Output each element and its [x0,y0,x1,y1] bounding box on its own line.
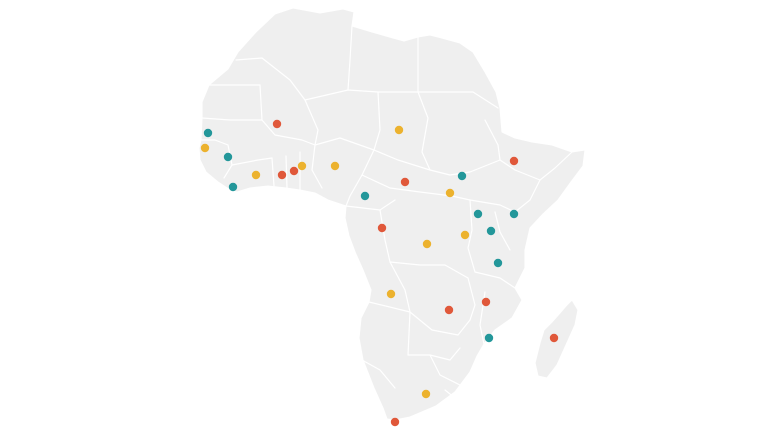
map-marker-malawi[interactable] [481,297,491,307]
map-marker-congo[interactable] [377,223,387,233]
map-marker-south-sudan[interactable] [445,188,455,198]
map-marker-car[interactable] [400,177,410,187]
map-marker-cote-divoire[interactable] [251,170,261,180]
map-marker-drc[interactable] [422,239,432,249]
map-marker-guinea[interactable] [223,152,233,162]
map-marker-senegal[interactable] [203,128,213,138]
map-marker-burundi[interactable] [460,230,470,240]
map-marker-south-africa[interactable] [421,389,431,399]
africa-landmass [198,7,586,421]
map-marker-kenya[interactable] [509,209,519,219]
map-marker-rwanda[interactable] [486,226,496,236]
map-marker-uganda[interactable] [473,209,483,219]
map-marker-tanzania[interactable] [493,258,503,268]
country-borders [201,25,573,406]
marker-layer [200,119,559,427]
map-marker-chad[interactable] [394,125,404,135]
map-marker-mozambique[interactable] [484,333,494,343]
map-marker-sudan[interactable] [457,171,467,181]
map-marker-ethiopia[interactable] [509,156,519,166]
map-marker-angola[interactable] [386,289,396,299]
map-marker-benin[interactable] [297,161,307,171]
map-marker-zambia[interactable] [444,305,454,315]
map-marker-gambia[interactable] [200,143,210,153]
map-marker-cameroon[interactable] [360,191,370,201]
map-marker-ghana[interactable] [277,170,287,180]
map-marker-togo[interactable] [289,166,299,176]
map-marker-liberia[interactable] [228,182,238,192]
map-marker-madagascar[interactable] [549,333,559,343]
map-marker-nigeria[interactable] [330,161,340,171]
map-marker-mali[interactable] [272,119,282,129]
map-marker-cape-town[interactable] [390,417,400,427]
